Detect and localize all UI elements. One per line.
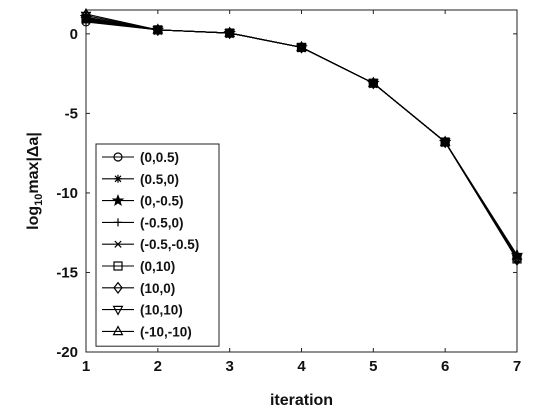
y-axis-label-main: log — [25, 206, 42, 230]
legend-entry: (0,10) — [102, 259, 175, 274]
series-9 — [80, 7, 523, 260]
data-point — [439, 135, 451, 146]
data-point — [113, 261, 123, 271]
data-point — [152, 26, 164, 36]
series-layer — [79, 7, 524, 266]
data-point — [113, 281, 123, 294]
y-tick-label: 0 — [70, 26, 78, 43]
data-point — [296, 41, 307, 52]
x-tick-label: 2 — [154, 358, 162, 375]
legend-entry: (-0.5,-0.5) — [102, 237, 199, 252]
tick-layer: 1 2 3 4 5 6 7 0 -5 -10 -15 -20 — [56, 10, 521, 375]
legend-label: (10,0) — [140, 281, 175, 296]
legend-label: (0,0.5) — [140, 150, 179, 165]
data-point — [224, 27, 236, 37]
data-point — [80, 7, 92, 18]
data-point — [511, 249, 523, 260]
legend-entry: (10,10) — [102, 303, 183, 318]
y-tick-label: -20 — [56, 344, 78, 361]
x-tick-label: 5 — [369, 358, 377, 375]
legend-label: (-0.5,-0.5) — [140, 237, 199, 252]
legend-entry: (0.5,0) — [102, 172, 179, 187]
legend-label: (0,10) — [140, 259, 175, 274]
legend-label: (0.5,0) — [140, 172, 179, 187]
data-point — [114, 240, 122, 248]
y-axis-label: log10max|Δa| — [25, 132, 45, 230]
data-point — [112, 325, 124, 336]
legend-entry: (-10,-10) — [102, 324, 192, 339]
data-point — [439, 138, 451, 149]
y-tick-label: -5 — [65, 105, 78, 122]
y-axis-label-rest: max|Δa| — [25, 132, 42, 193]
legend-entry: (-0.5,0) — [102, 215, 184, 230]
data-point — [114, 218, 122, 227]
legend-label: (-0.5,0) — [140, 215, 184, 230]
x-tick-label: 7 — [513, 358, 521, 375]
x-tick-label: 1 — [82, 358, 90, 375]
data-point — [80, 11, 92, 22]
legend-label: (-10,-10) — [140, 324, 192, 339]
data-point — [111, 193, 125, 206]
data-point — [112, 305, 124, 316]
x-tick-label: 6 — [441, 358, 449, 375]
legend-entry: (10,0) — [102, 281, 175, 296]
y-axis-label-subscript: 10 — [33, 194, 45, 206]
legend: (0,0.5) (0.5,0) (0,-0.5) (-0.5,0) (-0.5,-0.5… — [95, 143, 220, 347]
data-point — [152, 23, 164, 34]
x-tick-label: 3 — [225, 358, 233, 375]
data-point — [367, 77, 379, 87]
series-line — [85, 13, 518, 257]
data-point — [113, 152, 123, 162]
y-tick-label: -10 — [56, 185, 78, 202]
data-point — [114, 174, 122, 183]
y-tick-label: -15 — [56, 264, 78, 281]
legend-entry: (0,-0.5) — [102, 194, 184, 209]
legend-label: (0,-0.5) — [140, 194, 184, 209]
x-tick-label: 4 — [297, 358, 306, 375]
legend-label: (10,10) — [140, 303, 183, 318]
x-axis-label: iteration — [270, 392, 333, 409]
data-point — [367, 79, 379, 90]
legend-entry: (0,0.5) — [102, 150, 179, 165]
